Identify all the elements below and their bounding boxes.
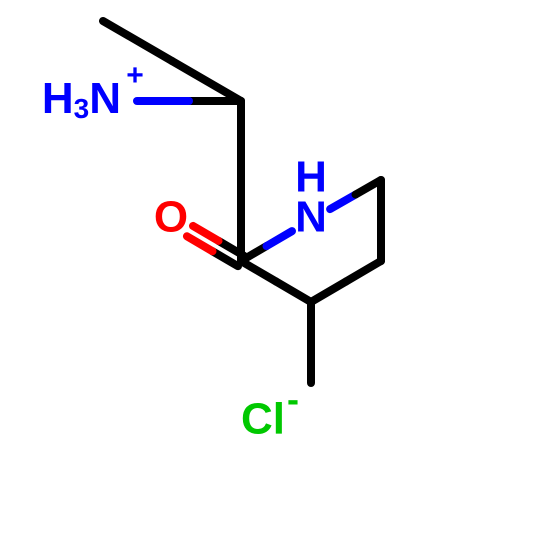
svg-text:-: - <box>287 379 299 420</box>
svg-text:Cl: Cl <box>241 395 285 444</box>
molecule-canvas: H3N+ O NH Cl- <box>0 0 533 533</box>
svg-text:O: O <box>154 193 188 242</box>
N2-label: NH <box>295 153 327 242</box>
svg-text:+: + <box>126 59 144 92</box>
svg-text:H: H <box>295 153 327 202</box>
bond <box>330 180 381 209</box>
bond <box>241 231 292 261</box>
bond <box>311 261 381 302</box>
O1-label: O <box>154 193 188 242</box>
N1-label: H3N+ <box>42 59 144 124</box>
Cl1-label: Cl- <box>241 379 299 444</box>
bond <box>187 226 244 266</box>
bond <box>103 21 241 101</box>
bond <box>241 261 311 302</box>
svg-text:H3N: H3N <box>42 74 121 125</box>
